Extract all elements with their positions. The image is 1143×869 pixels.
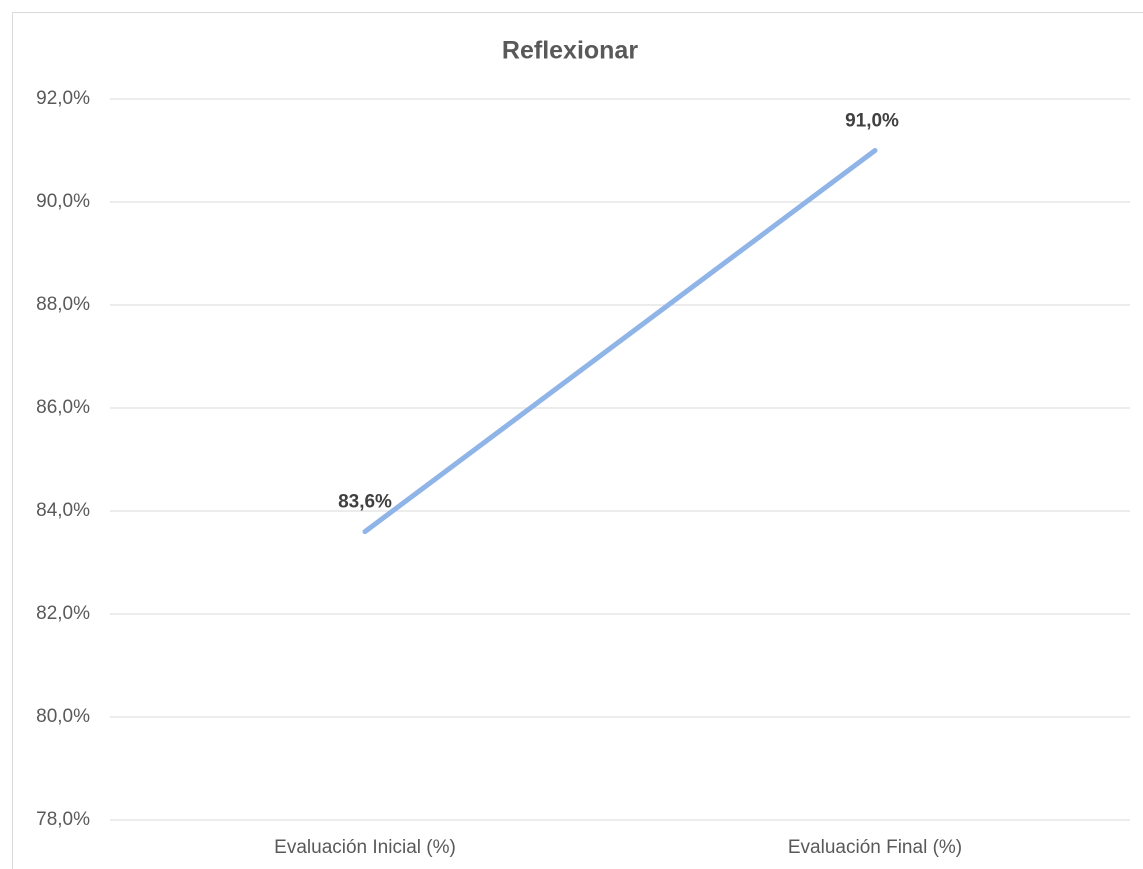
chart-frame [12, 12, 1143, 869]
data-label: 83,6% [338, 492, 392, 513]
y-tick-label: 90,0% [36, 191, 90, 212]
y-tick-label: 84,0% [36, 500, 90, 521]
chart-title: Reflexionar [502, 37, 638, 65]
y-tick-label: 78,0% [36, 809, 90, 830]
y-tick-label: 88,0% [36, 294, 90, 315]
x-tick-label: Evaluación Inicial (%) [274, 837, 456, 858]
x-tick-label: Evaluación Final (%) [788, 837, 962, 858]
y-tick-label: 82,0% [36, 603, 90, 624]
y-tick-label: 92,0% [36, 88, 90, 109]
y-tick-label: 80,0% [36, 706, 90, 727]
data-label: 91,0% [845, 111, 899, 132]
data-line [362, 148, 878, 535]
y-tick-label: 86,0% [36, 397, 90, 418]
